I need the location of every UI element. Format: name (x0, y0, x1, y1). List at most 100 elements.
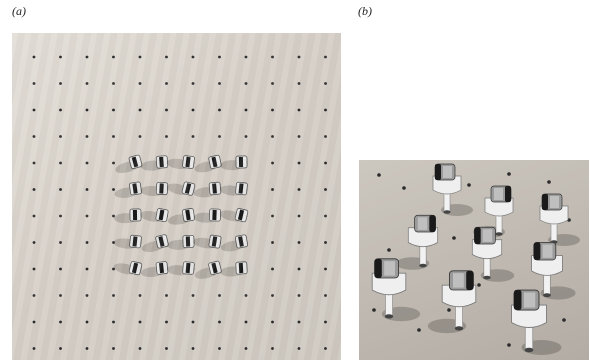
peg-hole (447, 308, 451, 312)
peg-hole (59, 161, 62, 165)
photo-devices-oblique-view (359, 160, 589, 360)
peg-hole (85, 294, 89, 297)
panel-label-a: (a) (12, 4, 26, 18)
peg-hole (112, 241, 115, 244)
peg-hole (417, 328, 421, 332)
peg-hole (59, 55, 62, 59)
peg-hole (165, 161, 168, 165)
peg-hole (467, 183, 471, 187)
peg-hole (191, 188, 195, 191)
peg-hole (112, 82, 115, 85)
peg-hole (324, 294, 327, 297)
peg-hole (85, 320, 89, 324)
device-oblique-8 (427, 270, 477, 334)
peg-hole (32, 267, 36, 271)
peg-hole (85, 267, 89, 271)
peg-hole (218, 294, 221, 297)
device-top-view (140, 155, 169, 171)
peg-hole (85, 108, 89, 112)
peg-hole (59, 294, 62, 297)
peg-hole (32, 294, 36, 297)
peg-hole (138, 135, 142, 138)
peg-hole (85, 55, 89, 59)
peg-hole (218, 267, 221, 271)
peg-hole (191, 108, 195, 112)
device-top-view (167, 234, 195, 250)
peg-hole (324, 347, 327, 350)
peg-hole (32, 108, 36, 112)
device-top-view (113, 234, 142, 249)
devices-oblique-drawing (371, 163, 580, 355)
peg-hole (218, 347, 221, 350)
peg-hole (218, 188, 221, 191)
peg-hole (191, 135, 195, 138)
peg-hole (138, 267, 142, 271)
peg-hole (32, 55, 36, 59)
peg-hole (218, 320, 221, 324)
peg-hole (165, 55, 168, 59)
peg-hole (165, 108, 168, 112)
peg-hole (112, 108, 115, 112)
device-oblique-1 (432, 163, 473, 216)
peg-hole (112, 188, 115, 191)
peg-hole (85, 161, 89, 165)
device-top-view (140, 261, 169, 278)
peg-hole (324, 214, 327, 218)
peg-hole (297, 135, 301, 138)
peg-hole (271, 188, 274, 191)
peg-hole (59, 267, 62, 271)
peg-hole (324, 161, 327, 165)
peg-hole (271, 320, 274, 324)
peg-hole (547, 180, 551, 184)
peg-hole (112, 135, 115, 138)
device-top-view (140, 208, 169, 223)
peg-hole (165, 267, 168, 271)
peg-hole (191, 267, 195, 271)
device-top-view (141, 234, 169, 253)
peg-hole (138, 82, 142, 85)
device-top-view (194, 260, 222, 279)
peg-hole (112, 161, 115, 165)
peg-hole (271, 347, 274, 350)
peg-hole (218, 241, 221, 244)
peg-hole (244, 135, 248, 138)
peg-hole (85, 188, 89, 191)
peg-hole (218, 55, 221, 59)
peg-hole (324, 55, 327, 59)
peg-hole (271, 55, 274, 59)
peg-hole (32, 347, 36, 350)
peg-hole (85, 347, 89, 350)
peg-hole (59, 82, 62, 85)
peg-hole (165, 294, 168, 297)
peg-hole (297, 294, 301, 297)
peg-hole (165, 188, 168, 191)
device-top-view (114, 208, 142, 224)
peg-hole (138, 188, 142, 191)
device-oblique-9 (511, 289, 562, 355)
photo-pegboard-array-top-view (12, 33, 341, 360)
peg-hole (191, 294, 195, 297)
peg-hole (244, 214, 248, 218)
peg-hole (244, 108, 248, 112)
device-oblique-3 (539, 193, 580, 246)
peg-hole (138, 320, 142, 324)
peg-hole (59, 188, 62, 191)
peg-hole (138, 214, 142, 218)
peg-hole (271, 82, 274, 85)
peg-hole (324, 267, 327, 271)
peg-hole (324, 320, 327, 324)
peg-hole (32, 188, 36, 191)
peg-hole (324, 188, 327, 191)
peg-hole (165, 241, 168, 244)
device-top-view (166, 181, 196, 196)
peg-hole (271, 241, 274, 244)
peg-hole (138, 241, 142, 244)
device-oblique-5 (471, 226, 515, 282)
peg-hole (191, 82, 195, 85)
peg-hole (59, 241, 62, 244)
peg-hole (59, 135, 62, 138)
peg-hole (297, 108, 301, 112)
device-oblique-4 (395, 214, 439, 270)
peg-hole (138, 294, 142, 297)
peg-hole (32, 135, 36, 138)
